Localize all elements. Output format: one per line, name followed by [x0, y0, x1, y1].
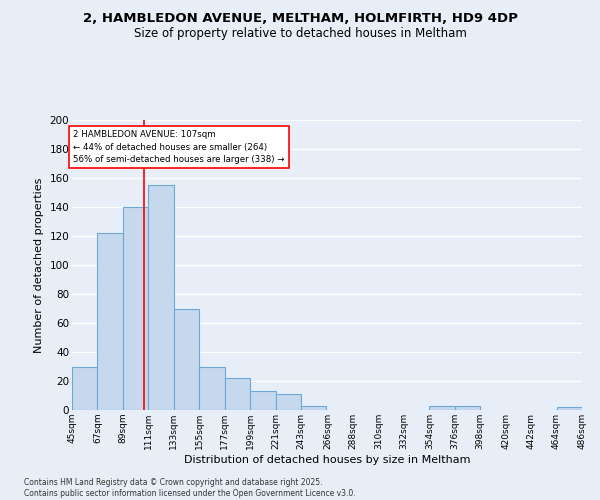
Bar — [72, 366, 97, 410]
Bar — [148, 185, 174, 410]
Bar — [174, 308, 199, 410]
Text: 2 HAMBLEDON AVENUE: 107sqm
← 44% of detached houses are smaller (264)
56% of sem: 2 HAMBLEDON AVENUE: 107sqm ← 44% of deta… — [73, 130, 284, 164]
Text: Contains HM Land Registry data © Crown copyright and database right 2025.
Contai: Contains HM Land Registry data © Crown c… — [24, 478, 356, 498]
Bar — [275, 394, 301, 410]
Text: 2, HAMBLEDON AVENUE, MELTHAM, HOLMFIRTH, HD9 4DP: 2, HAMBLEDON AVENUE, MELTHAM, HOLMFIRTH,… — [83, 12, 517, 26]
Bar — [430, 406, 455, 410]
Bar — [97, 233, 123, 410]
Bar — [250, 391, 275, 410]
Bar — [224, 378, 250, 410]
Bar — [123, 207, 148, 410]
Bar — [455, 406, 480, 410]
Y-axis label: Number of detached properties: Number of detached properties — [34, 178, 44, 352]
Bar — [301, 406, 326, 410]
Text: Size of property relative to detached houses in Meltham: Size of property relative to detached ho… — [134, 28, 466, 40]
X-axis label: Distribution of detached houses by size in Meltham: Distribution of detached houses by size … — [184, 454, 470, 464]
Bar — [557, 407, 582, 410]
Bar — [199, 366, 224, 410]
